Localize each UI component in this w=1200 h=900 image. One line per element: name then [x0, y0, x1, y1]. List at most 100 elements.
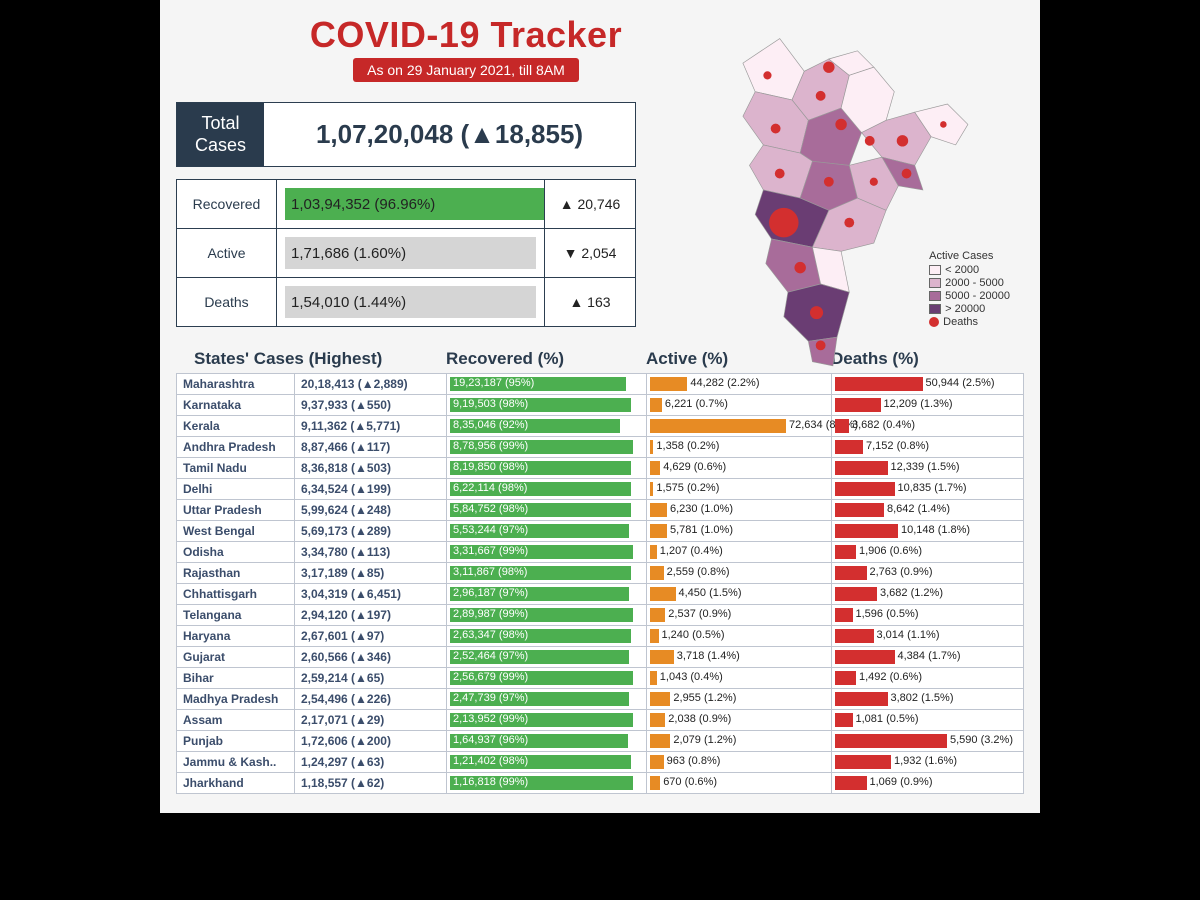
legend-deaths: Deaths [929, 316, 1010, 328]
state-cases: 9,11,362 (▲5,771) [295, 416, 447, 436]
state-deaths-bar: 12,209 (1.3%) [832, 395, 992, 415]
state-cases: 20,18,413 (▲2,889) [295, 374, 447, 394]
state-recovered-bar: 2,52,464 (97%) [447, 647, 647, 667]
summary-row: Deaths1,54,010 (1.44%)▲ 163 [177, 278, 635, 326]
map-death-dot [775, 169, 785, 179]
state-row: West Bengal5,69,173 (▲289)5,53,244 (97%)… [176, 520, 1024, 542]
state-active-bar: 2,079 (1.2%) [647, 731, 832, 751]
state-recovered-bar: 8,19,850 (98%) [447, 458, 647, 478]
state-row: Rajasthan3,17,189 (▲85)3,11,867 (98%)2,5… [176, 562, 1024, 584]
state-row: Maharashtra20,18,413 (▲2,889)19,23,187 (… [176, 373, 1024, 395]
state-row: Jammu & Kash..1,24,297 (▲63)1,21,402 (98… [176, 751, 1024, 773]
summary-label: Active [177, 229, 277, 277]
state-row: Assam2,17,071 (▲29)2,13,952 (99%)2,038 (… [176, 709, 1024, 731]
map-death-dot [902, 169, 912, 179]
header: COVID-19 Tracker As on 29 January 2021, … [266, 14, 666, 82]
map-death-dot [816, 91, 826, 101]
state-name: Delhi [177, 479, 295, 499]
state-row: Madhya Pradesh2,54,496 (▲226)2,47,739 (9… [176, 688, 1024, 710]
state-cases: 2,67,601 (▲97) [295, 626, 447, 646]
summary-row: Active1,71,686 (1.60%)▼ 2,054 [177, 229, 635, 278]
state-cases: 3,17,189 (▲85) [295, 563, 447, 583]
map-death-dot [763, 71, 771, 79]
state-deaths-bar: 10,835 (1.7%) [832, 479, 992, 499]
total-value: 1,07,20,048 (▲18,855) [264, 119, 635, 150]
summary-value: 1,71,686 (1.60%) [285, 245, 406, 262]
state-cases: 8,87,466 (▲117) [295, 437, 447, 457]
state-active-bar: 6,230 (1.0%) [647, 500, 832, 520]
state-active-bar: 2,955 (1.2%) [647, 689, 832, 709]
map-region [743, 39, 804, 100]
state-name: Jharkhand [177, 773, 295, 793]
map-death-dot [940, 121, 947, 128]
state-recovered-bar: 3,31,667 (99%) [447, 542, 647, 562]
state-recovered-bar: 2,96,187 (97%) [447, 584, 647, 604]
state-active-bar: 2,537 (0.9%) [647, 605, 832, 625]
summary-bar: 1,71,686 (1.60%) [277, 229, 545, 277]
state-name: Kerala [177, 416, 295, 436]
state-row: Telangana2,94,120 (▲197)2,89,987 (99%)2,… [176, 604, 1024, 626]
state-active-bar: 4,450 (1.5%) [647, 584, 832, 604]
state-deaths-bar: 1,081 (0.5%) [832, 710, 992, 730]
legend-row: > 20000 [929, 303, 1010, 315]
state-name: Assam [177, 710, 295, 730]
state-cases: 8,36,818 (▲503) [295, 458, 447, 478]
summary-delta: ▲ 163 [545, 278, 635, 326]
state-cases: 5,69,173 (▲289) [295, 521, 447, 541]
map-death-dot [771, 124, 781, 134]
col-recovered-header: Recovered (%) [446, 349, 646, 369]
state-active-bar: 3,718 (1.4%) [647, 647, 832, 667]
states-section: States' Cases (Highest) Recovered (%) Ac… [176, 345, 1024, 794]
state-active-bar: 963 (0.8%) [647, 752, 832, 772]
state-active-bar: 5,781 (1.0%) [647, 521, 832, 541]
state-name: Andhra Pradesh [177, 437, 295, 457]
state-deaths-bar: 12,339 (1.5%) [832, 458, 992, 478]
state-recovered-bar: 6,22,114 (98%) [447, 479, 647, 499]
map-death-dot [824, 177, 834, 187]
map-legend: Active Cases< 20002000 - 50005000 - 2000… [929, 250, 1010, 329]
state-recovered-bar: 2,56,679 (99%) [447, 668, 647, 688]
state-active-bar: 1,207 (0.4%) [647, 542, 832, 562]
summary-row: Recovered1,03,94,352 (96.96%)▲ 20,746 [177, 180, 635, 229]
state-active-bar: 1,575 (0.2%) [647, 479, 832, 499]
state-recovered-bar: 2,89,987 (99%) [447, 605, 647, 625]
state-cases: 2,54,496 (▲226) [295, 689, 447, 709]
summary-value: 1,03,94,352 (96.96%) [285, 196, 435, 213]
state-cases: 1,24,297 (▲63) [295, 752, 447, 772]
state-deaths-bar: 1,906 (0.6%) [832, 542, 992, 562]
state-active-bar: 1,043 (0.4%) [647, 668, 832, 688]
state-deaths-bar: 1,069 (0.9%) [832, 773, 992, 793]
legend-row: 2000 - 5000 [929, 277, 1010, 289]
legend-row: 5000 - 20000 [929, 290, 1010, 302]
date-badge: As on 29 January 2021, till 8AM [353, 58, 579, 82]
legend-row: < 2000 [929, 264, 1010, 276]
map-death-dot [865, 136, 875, 146]
state-name: Jammu & Kash.. [177, 752, 295, 772]
state-recovered-bar: 2,47,739 (97%) [447, 689, 647, 709]
state-row: Punjab1,72,606 (▲200)1,64,937 (96%)2,079… [176, 730, 1024, 752]
state-active-bar: 1,358 (0.2%) [647, 437, 832, 457]
state-recovered-bar: 8,78,956 (99%) [447, 437, 647, 457]
state-name: Karnataka [177, 395, 295, 415]
state-deaths-bar: 8,642 (1.4%) [832, 500, 992, 520]
state-cases: 2,94,120 (▲197) [295, 605, 447, 625]
state-cases: 9,37,933 (▲550) [295, 395, 447, 415]
state-cases: 2,59,214 (▲65) [295, 668, 447, 688]
map-death-dot [769, 208, 798, 237]
state-name: West Bengal [177, 521, 295, 541]
state-deaths-bar: 10,148 (1.8%) [832, 521, 992, 541]
state-name: Uttar Pradesh [177, 500, 295, 520]
state-row: Kerala9,11,362 (▲5,771)8,35,046 (92%)72,… [176, 415, 1024, 437]
state-active-bar: 670 (0.6%) [647, 773, 832, 793]
state-recovered-bar: 1,16,818 (99%) [447, 773, 647, 793]
state-active-bar: 1,240 (0.5%) [647, 626, 832, 646]
state-recovered-bar: 8,35,046 (92%) [447, 416, 647, 436]
state-active-bar: 2,038 (0.9%) [647, 710, 832, 730]
state-cases: 5,99,624 (▲248) [295, 500, 447, 520]
states-body: Maharashtra20,18,413 (▲2,889)19,23,187 (… [176, 373, 1024, 794]
map-death-dot [870, 178, 878, 186]
total-label: Total Cases [177, 103, 264, 166]
state-name: Rajasthan [177, 563, 295, 583]
state-cases: 2,60,566 (▲346) [295, 647, 447, 667]
state-cases: 2,17,071 (▲29) [295, 710, 447, 730]
